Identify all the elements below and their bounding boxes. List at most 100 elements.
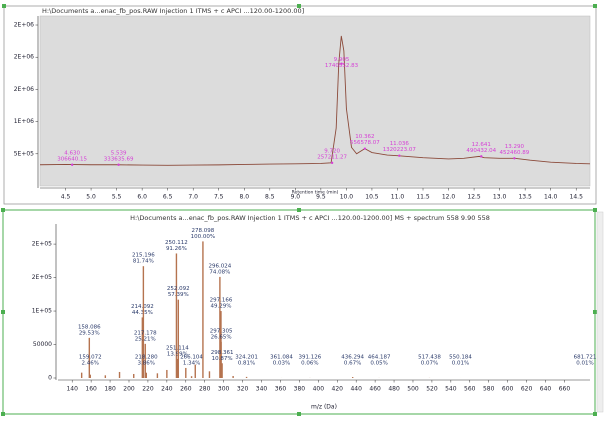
x-tick-label: 300 bbox=[218, 386, 230, 393]
y-tick-label: 5E+05 bbox=[14, 150, 34, 157]
peak bbox=[133, 373, 135, 378]
y-tick-label: 1E+06 bbox=[14, 118, 34, 125]
annotation-marker bbox=[480, 155, 483, 158]
annotation-marker bbox=[330, 161, 334, 165]
annotation-marker bbox=[70, 163, 74, 166]
x-tick-label: 10.0 bbox=[340, 194, 354, 201]
annotation-label: 306640.15 bbox=[57, 156, 87, 162]
scrollbar[interactable] bbox=[596, 211, 604, 413]
peak bbox=[185, 367, 187, 378]
x-tick-label: 7.5 bbox=[214, 194, 224, 201]
peak-mz-label: 298.361 bbox=[211, 350, 234, 356]
x-tick-label: 140 bbox=[66, 386, 78, 393]
peak-mz-label: 296.024 bbox=[209, 263, 232, 269]
peak-mz-label: 278.098 bbox=[192, 228, 215, 234]
peak bbox=[221, 363, 223, 378]
peak bbox=[245, 376, 248, 378]
x-tick-label: 320 bbox=[237, 386, 249, 393]
peak bbox=[175, 253, 178, 378]
peak-mz-label: 297.305 bbox=[210, 328, 233, 334]
peak bbox=[104, 375, 107, 378]
x-tick-label: 12.5 bbox=[467, 194, 481, 201]
x-tick-label: 240 bbox=[161, 386, 173, 393]
peak-mz-label: 215.196 bbox=[132, 253, 155, 259]
peak-percent-label: 29.53% bbox=[79, 330, 100, 336]
x-tick-label: 9.5 bbox=[316, 194, 326, 201]
peak-percent-label: 44.35% bbox=[132, 310, 153, 316]
peak-percent-label: 26.65% bbox=[211, 334, 232, 340]
y-tick-label: 0 bbox=[48, 375, 52, 382]
peak-mz-label: 324.201 bbox=[235, 355, 258, 361]
annotation-label: 10.362 bbox=[355, 134, 374, 140]
peak-mz-label: 218.280 bbox=[135, 355, 158, 361]
x-tick-label: 7.0 bbox=[188, 194, 198, 201]
x-tick-label: 200 bbox=[123, 386, 135, 393]
peak-percent-label: 0.07% bbox=[421, 361, 438, 367]
peak-mz-label: 266.104 bbox=[180, 355, 203, 361]
y-tick-label: 2E+06 bbox=[14, 86, 34, 93]
peak-percent-label: 91.26% bbox=[166, 246, 187, 252]
peak-mz-label: 214.092 bbox=[131, 304, 154, 310]
x-tick-label: 12.0 bbox=[442, 194, 456, 201]
peak-percent-label: 10.87% bbox=[212, 356, 233, 362]
peak bbox=[190, 376, 193, 378]
peak-percent-label: 0.67% bbox=[344, 361, 361, 367]
trace-line bbox=[39, 35, 591, 166]
y-tick-label: 2E+05 bbox=[32, 241, 52, 248]
peak-percent-label: 25.21% bbox=[135, 336, 156, 342]
annotation-label: 11.036 bbox=[390, 141, 410, 147]
peak bbox=[141, 317, 144, 378]
peak-percent-label: 0.01% bbox=[576, 361, 593, 367]
peak-percent-label: 57.39% bbox=[168, 292, 189, 298]
x-tick-label: 160 bbox=[85, 386, 97, 393]
peak-mz-label: 252.092 bbox=[167, 286, 190, 292]
peak-mz-label: 550.184 bbox=[449, 355, 472, 361]
annotation-label: 13.290 bbox=[505, 144, 525, 150]
annotation-marker bbox=[340, 62, 343, 65]
peak-mz-label: 297.166 bbox=[210, 298, 233, 304]
annotation-label: 556578.07 bbox=[350, 140, 380, 146]
annotation-marker bbox=[363, 147, 367, 150]
x-tick-label: 460 bbox=[369, 386, 381, 393]
annotation-marker bbox=[117, 163, 120, 166]
peak-percent-label: 1.34% bbox=[183, 361, 200, 367]
peak bbox=[220, 341, 222, 378]
peak-mz-label: 158.086 bbox=[78, 324, 101, 330]
selection-handles[interactable] bbox=[1, 4, 597, 416]
x-tick-label: 260 bbox=[180, 386, 192, 393]
x-axis-label: m/z (Da) bbox=[311, 404, 337, 411]
plot-area bbox=[39, 15, 591, 187]
peak bbox=[219, 276, 221, 378]
chart-title: H:\Documents a...enac_fb_pos.RAW Injecti… bbox=[42, 7, 304, 15]
peak bbox=[351, 377, 354, 378]
peak bbox=[166, 369, 168, 378]
peak bbox=[232, 375, 234, 378]
annotation-label: 490432.04 bbox=[466, 148, 496, 154]
x-tick-label: 520 bbox=[426, 386, 438, 393]
x-tick-label: 580 bbox=[483, 386, 495, 393]
x-tick-label: 660 bbox=[559, 386, 571, 393]
annotation-label: 1740552.83 bbox=[325, 63, 359, 69]
x-tick-label: 440 bbox=[350, 386, 362, 393]
x-tick-label: 420 bbox=[332, 386, 344, 393]
x-tick-label: 500 bbox=[407, 386, 419, 393]
x-tick-label: 640 bbox=[540, 386, 552, 393]
peak-mz-label: 250.112 bbox=[165, 240, 188, 246]
annotation-label: 257211.27 bbox=[317, 154, 347, 160]
annotation-label: 1320223.07 bbox=[383, 147, 417, 153]
peak-mz-label: 391.126 bbox=[299, 355, 322, 361]
x-tick-label: 13.5 bbox=[518, 194, 532, 201]
annotation-label: 452460.89 bbox=[500, 150, 530, 156]
peak bbox=[176, 358, 179, 378]
x-tick-label: 380 bbox=[294, 386, 306, 393]
peak-percent-label: 0.81% bbox=[238, 361, 255, 367]
x-tick-label: 340 bbox=[256, 386, 268, 393]
x-tick-label: 220 bbox=[142, 386, 154, 393]
peak-mz-label: 361.084 bbox=[270, 355, 293, 361]
plot-area bbox=[58, 224, 590, 378]
peak-mz-label: 217.178 bbox=[134, 330, 157, 336]
peak bbox=[194, 364, 196, 378]
peak-percent-label: 49.29% bbox=[210, 304, 231, 310]
annotation-label: 9.720 bbox=[324, 148, 340, 154]
x-tick-label: 5.0 bbox=[86, 194, 96, 201]
